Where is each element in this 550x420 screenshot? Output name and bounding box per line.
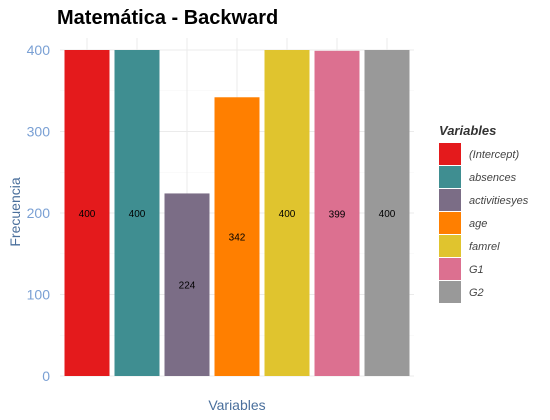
- legend-key: [439, 166, 461, 188]
- x-axis-title: Variables: [208, 397, 265, 413]
- y-tick-label: 200: [27, 205, 51, 221]
- bar-labels: 400 400 224 342 400 399 400: [79, 209, 396, 292]
- chart-title: Matemática - Backward: [57, 7, 278, 29]
- legend-label: G2: [469, 287, 484, 299]
- legend-key: [439, 212, 461, 234]
- y-tick-label: 400: [27, 42, 51, 58]
- y-tick-label: 0: [42, 368, 50, 384]
- bar: [64, 50, 110, 376]
- legend-label: G1: [469, 264, 484, 276]
- y-tick-label: 100: [27, 287, 51, 303]
- bar: [164, 193, 210, 376]
- bar-data-label: 400: [379, 209, 396, 220]
- bar-data-label: 342: [229, 233, 246, 244]
- legend: Variables (Intercept) absences activitiesy…: [439, 123, 529, 303]
- bar-data-label: 224: [179, 281, 196, 292]
- legend-label: activitiesyes: [469, 195, 529, 207]
- bar: [114, 50, 160, 376]
- legend-key: [439, 189, 461, 211]
- y-axis-ticks: 0 100 200 300 400: [27, 42, 51, 384]
- bar: [214, 97, 260, 377]
- bars: [64, 50, 410, 377]
- legend-key: [439, 235, 461, 257]
- legend-label: famrel: [469, 241, 500, 253]
- bar-data-label: 400: [129, 209, 146, 220]
- legend-key: [439, 258, 461, 280]
- legend-key: [439, 143, 461, 165]
- bar-data-label: 400: [79, 209, 96, 220]
- legend-label: absences: [469, 172, 517, 184]
- legend-label: (Intercept): [469, 149, 519, 161]
- bar-data-label: 399: [329, 209, 346, 220]
- bar-data-label: 400: [279, 209, 296, 220]
- legend-key: [439, 281, 461, 303]
- legend-label: age: [469, 218, 487, 230]
- bar: [364, 50, 410, 376]
- bar: [314, 50, 360, 376]
- y-axis-title: Frecuencia: [7, 177, 23, 246]
- y-tick-label: 300: [27, 124, 51, 140]
- bar: [264, 50, 310, 376]
- legend-title: Variables: [439, 123, 496, 138]
